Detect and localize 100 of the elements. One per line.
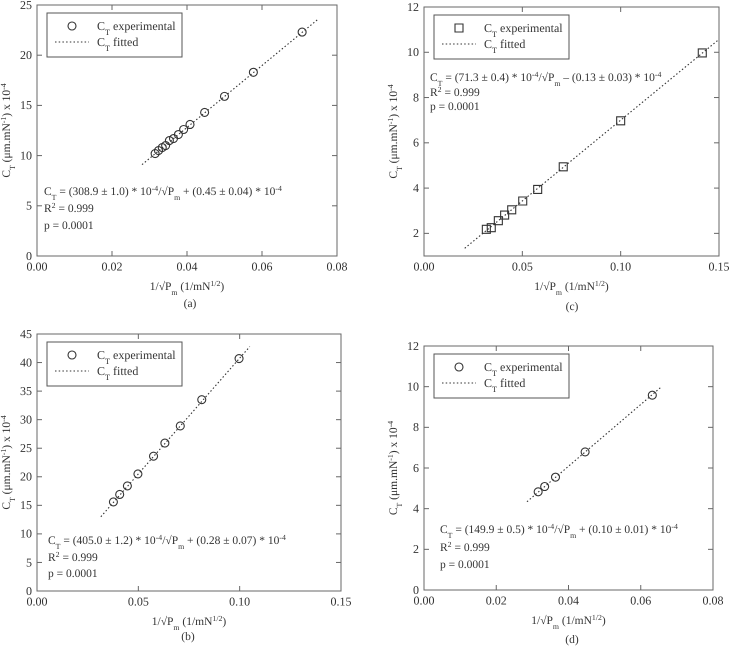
y-tick-label: 25 — [20, 0, 32, 12]
x-axis-title: 1/√P$_{m}$ (1/mN$^{1/2}$) — [534, 278, 609, 296]
y-tick-label: 10 — [20, 148, 32, 162]
x-tick-label: 0.06 — [252, 260, 272, 274]
point — [580, 447, 590, 456]
point — [160, 438, 170, 448]
point — [298, 28, 307, 37]
annotation: R$^{2}$ = 0.999 — [48, 550, 98, 564]
y-tick-label: 15 — [20, 498, 32, 512]
annotation: R$^{2}$ = 0.999 — [440, 540, 490, 554]
legend-label: C$_{T}$ fitted — [97, 364, 138, 382]
point — [518, 196, 528, 206]
point — [234, 354, 244, 364]
x-tick-label: 0.15 — [330, 594, 352, 609]
point — [179, 124, 188, 134]
annotation: R$^{2}$ = 0.999 — [44, 200, 94, 215]
y-tick-label: 20 — [20, 470, 32, 484]
point — [133, 469, 142, 478]
text: (b) — [181, 631, 195, 643]
y-tick-label: 30 — [20, 412, 32, 427]
y-tick-label: 6 — [413, 136, 419, 150]
x-tick-label: 0.15 — [708, 260, 730, 274]
point — [248, 68, 258, 77]
y-tick-label: 2 — [413, 226, 419, 240]
annotation: C$_{T}$ = (308.9 ± 1.0) * 10$^{-4}$/√P$_{m}$ + (0.45 ± 0.04) * 10$^{-4}$ — [44, 184, 282, 202]
point — [174, 130, 183, 140]
legend-label: C$_{T}$ fitted — [97, 35, 138, 52]
point — [197, 395, 206, 404]
point — [540, 482, 550, 492]
y-tick-label: 20 — [20, 48, 32, 62]
y-tick-label: 35 — [20, 384, 32, 398]
y-tick-label: 40 — [20, 355, 32, 370]
point — [158, 143, 167, 152]
annotation: C$_{T}$ = (71.3 ± 0.4) * 10$^{-4}$/√P$_{m}$ – (0.13 ± 0.03) * 10$^{-4}$ — [430, 70, 662, 88]
y-tick-label: 5 — [26, 555, 32, 570]
point — [176, 421, 185, 430]
point — [486, 223, 496, 232]
x-tick-label: 0.10 — [610, 260, 632, 274]
y-tick-label: 8 — [413, 420, 419, 434]
y-tick-label: 10 — [20, 526, 32, 541]
annotation: p = 0.0001 — [48, 568, 98, 580]
point — [161, 141, 170, 150]
y-tick-label: 12 — [407, 338, 419, 353]
annotation: C$_{T}$ = (149.9 ± 0.5) * 10$^{-4}$/√P$_{m}$ + (0.10 ± 0.01) * 10$^{-4}$ — [440, 522, 678, 540]
point — [164, 136, 174, 146]
legend-label: C$_{T}$ fitted — [484, 37, 526, 54]
point — [648, 390, 657, 400]
x-tick-label: 0.10 — [229, 594, 250, 609]
y-tick-label: 4 — [413, 180, 419, 195]
annotation: p = 0.0001 — [44, 220, 94, 232]
y-tick-label: 10 — [407, 380, 419, 394]
y-tick-label: 6 — [413, 460, 419, 475]
y-tick-label: 5 — [26, 198, 32, 213]
point — [122, 481, 132, 490]
x-tick-label: 0.05 — [512, 260, 533, 274]
x-tick-label: 0.05 — [128, 594, 149, 609]
y-tick-label: 25 — [20, 441, 32, 456]
x-tick-label: 0.04 — [176, 260, 198, 274]
legend-label: C$_{T}$ experimental — [484, 360, 564, 378]
point — [482, 224, 491, 234]
text: (d) — [565, 634, 579, 646]
point — [507, 205, 516, 214]
point — [220, 92, 230, 101]
annotation: p = 0.0001 — [440, 559, 490, 571]
x-tick-label: 0.02 — [102, 260, 122, 274]
legend-label: C$_{T}$ experimental — [97, 348, 176, 366]
text: (c) — [566, 301, 579, 313]
x-tick-label: 0.02 — [486, 594, 507, 608]
y-tick-label: 4 — [413, 502, 419, 516]
legend-label: C$_{T}$ experimental — [97, 19, 176, 36]
point — [698, 48, 707, 58]
point — [550, 472, 560, 482]
legend-label: C$_{T}$ experimental — [484, 21, 564, 38]
point — [200, 108, 210, 117]
point — [154, 146, 164, 156]
y-tick-label: 8 — [413, 90, 419, 104]
y-tick-label: 12 — [407, 0, 419, 14]
x-tick-label: 0.04 — [558, 594, 579, 608]
point — [533, 184, 542, 194]
point — [534, 487, 543, 496]
y-tick-label: 2 — [413, 542, 419, 556]
point — [150, 149, 160, 158]
x-tick-label: 0.08 — [326, 260, 348, 274]
legend-label: C$_{T}$ fitted — [484, 376, 526, 394]
y-tick-label: 15 — [20, 98, 32, 112]
point — [148, 452, 158, 461]
annotation: C$_{T}$ = (405.0 ± 1.2) * 10$^{-4}$/√P$_{m}$ + (0.28 ± 0.07) * 10$^{-4}$ — [48, 532, 286, 550]
point — [558, 162, 568, 172]
point — [168, 134, 178, 144]
x-tick-label: 0.00 — [414, 260, 434, 274]
point — [500, 210, 510, 220]
point — [185, 120, 195, 130]
x-axis-title: 1/√P$_{m}$ (1/mN$^{1/2}$) — [152, 614, 226, 632]
x-tick-label: 0.06 — [630, 594, 652, 608]
point — [108, 497, 118, 506]
point — [115, 490, 124, 500]
point — [494, 216, 503, 226]
y-tick-label: 10 — [407, 45, 419, 60]
y-tick-label: 45 — [20, 326, 32, 341]
annotation: R$^{2}$ = 0.999 — [430, 84, 480, 99]
